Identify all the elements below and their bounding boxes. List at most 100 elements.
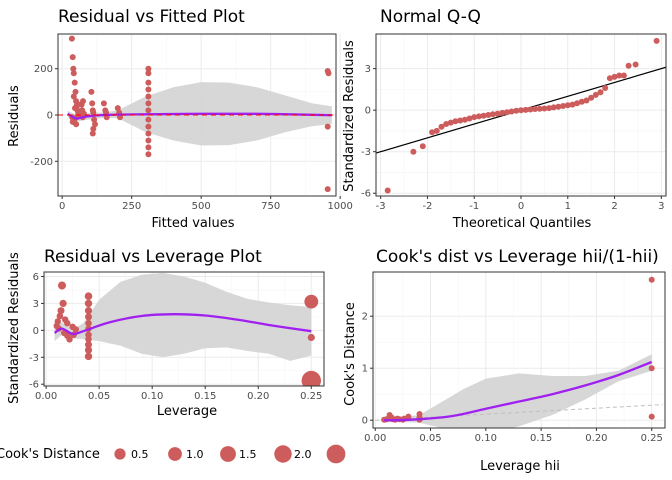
- x-axis-label: Fitted values: [151, 216, 234, 231]
- data-point: [84, 346, 93, 354]
- data-point: [653, 37, 660, 44]
- legend-label: 1.5: [239, 448, 257, 461]
- data-point: [88, 88, 95, 95]
- data-point: [438, 123, 445, 130]
- y-axis-label: Standardized Residuals: [342, 40, 357, 192]
- data-point: [85, 313, 92, 321]
- y-tick-label: 6: [33, 272, 39, 283]
- data-point: [648, 365, 655, 372]
- data-point: [616, 72, 623, 79]
- panel-border: [372, 271, 666, 429]
- data-point: [85, 336, 92, 343]
- data-point: [522, 106, 529, 113]
- data-point: [602, 85, 609, 91]
- data-point: [606, 75, 613, 82]
- data-point: [66, 336, 73, 343]
- data-point: [324, 123, 331, 130]
- data-point: [560, 103, 567, 109]
- data-point: [518, 107, 524, 114]
- data-point: [145, 100, 152, 107]
- legend-key: [274, 445, 292, 463]
- data-point: [648, 276, 655, 283]
- data-point: [475, 113, 482, 120]
- y-tick-label: -3: [29, 353, 39, 364]
- x-tick-label: 0.05: [88, 391, 110, 402]
- data-point: [89, 100, 96, 107]
- legend-label: 0.5: [131, 448, 149, 461]
- data-point: [84, 292, 93, 301]
- data-point: [532, 106, 538, 112]
- data-point: [550, 104, 557, 111]
- data-point: [541, 105, 548, 112]
- data-point: [90, 125, 97, 132]
- x-tick-label: 0.25: [641, 433, 663, 444]
- y-axis-label: Standardized Residuals: [7, 252, 22, 404]
- data-point: [145, 137, 152, 144]
- data-point: [443, 121, 450, 127]
- data-point: [145, 144, 152, 151]
- x-tick-label: 2: [611, 201, 617, 212]
- x-tick-label: 0.15: [530, 433, 552, 444]
- data-point: [145, 93, 152, 100]
- data-point: [145, 123, 152, 130]
- data-point: [457, 117, 464, 124]
- data-point: [307, 333, 315, 342]
- legend-label: 2.0: [294, 448, 312, 461]
- legend-key: [114, 448, 126, 460]
- smooth-line: [67, 112, 332, 120]
- data-point: [648, 413, 655, 420]
- data-point: [89, 130, 96, 137]
- data-point: [71, 79, 78, 86]
- y-tick-label: 0: [365, 106, 371, 117]
- legend-label: 1.0: [186, 448, 204, 461]
- legend-title: Cook's Distance: [0, 447, 100, 462]
- data-point: [58, 281, 66, 290]
- y-tick-label: 1: [362, 364, 368, 375]
- data-point: [69, 54, 76, 61]
- smooth-line: [384, 360, 653, 422]
- panel-cooks-dist-vs-leverage: Cook's dist vs Leverage hii/(1-hii) 0.00…: [343, 247, 666, 474]
- x-tick-label: -1: [469, 201, 479, 212]
- x-tick-label: 0.15: [194, 391, 216, 402]
- data-point: [72, 88, 79, 95]
- data-point: [574, 100, 581, 107]
- legend-key: [220, 446, 236, 462]
- x-tick-label: 0.00: [35, 391, 57, 402]
- data-point: [461, 116, 468, 123]
- data-point: [91, 116, 98, 123]
- data-point: [527, 106, 534, 113]
- y-axis-label: Residuals: [7, 85, 22, 147]
- data-point: [145, 65, 152, 72]
- panel-border: [43, 271, 325, 387]
- data-point: [92, 121, 98, 128]
- data-point: [145, 79, 152, 86]
- data-point: [70, 70, 77, 77]
- data-point: [494, 110, 501, 117]
- data-point: [504, 109, 510, 116]
- x-tick-label: 0.10: [141, 391, 163, 402]
- data-point: [471, 114, 478, 121]
- data-point: [569, 101, 576, 108]
- data-point: [632, 61, 639, 68]
- data-point: [90, 109, 97, 116]
- data-point: [324, 186, 331, 193]
- data-point: [588, 94, 595, 101]
- confidence-band: [384, 354, 652, 428]
- y-tick-label: -3: [361, 147, 371, 158]
- confidence-band: [54, 272, 312, 361]
- data-point: [536, 105, 543, 112]
- x-axis-label: Theoretical Quantiles: [452, 216, 592, 231]
- data-point: [489, 111, 496, 118]
- data-point: [114, 105, 121, 112]
- data-point: [54, 318, 61, 325]
- x-tick-label: 0.00: [364, 433, 386, 444]
- data-point: [145, 130, 152, 137]
- data-point: [583, 97, 590, 104]
- x-tick-label: 0: [59, 201, 65, 212]
- legend: Cook's Distance 0.5 1.0 1.5 2.0: [0, 444, 346, 464]
- reference-line: [375, 404, 663, 421]
- data-point: [592, 91, 599, 98]
- data-point: [419, 143, 426, 150]
- data-point: [145, 116, 152, 123]
